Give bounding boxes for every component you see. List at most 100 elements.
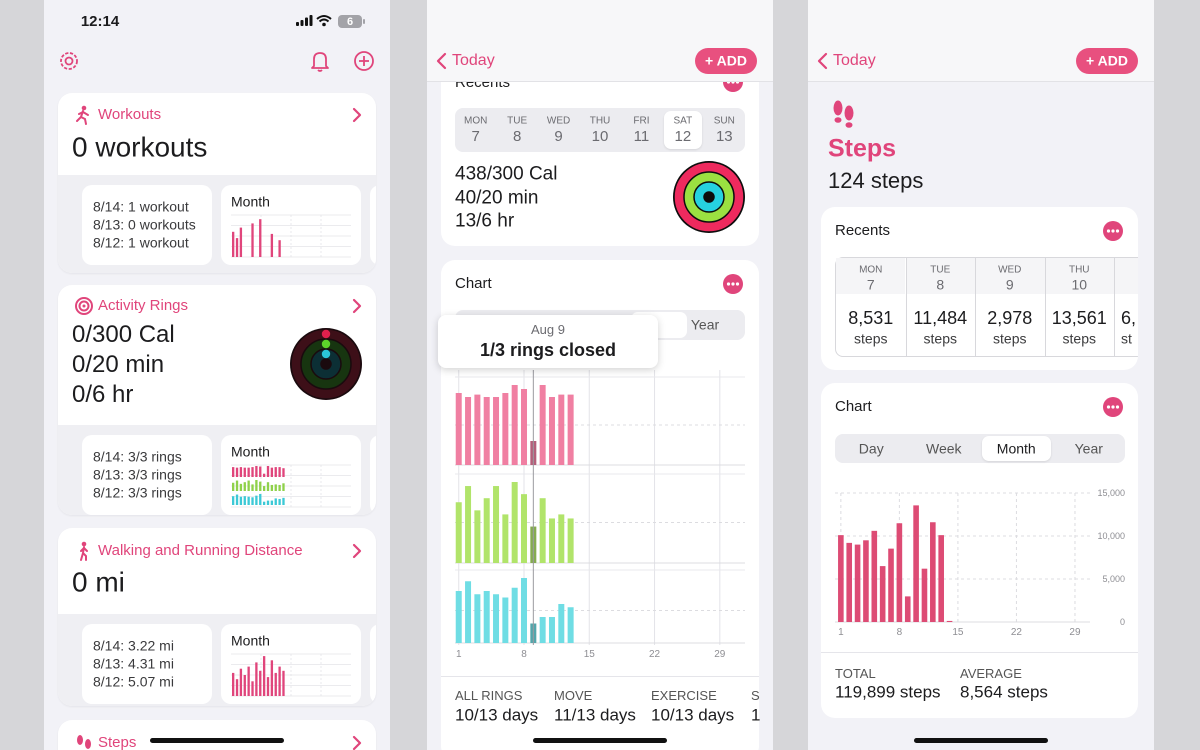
add-label[interactable]: + ADD xyxy=(705,52,747,69)
column-divider xyxy=(1114,258,1115,356)
mini-bar xyxy=(259,466,262,477)
mini-bar xyxy=(266,500,270,505)
day-steps: 2,978 xyxy=(987,308,1033,329)
back-link[interactable]: Today xyxy=(452,52,495,70)
battery-tip xyxy=(363,19,365,24)
segment[interactable]: Day xyxy=(858,440,884,457)
day-name[interactable]: WED xyxy=(546,115,571,127)
mini-bar xyxy=(278,240,281,257)
column-header xyxy=(836,258,905,294)
summary-card[interactable]: Steps xyxy=(58,720,376,750)
mini-bar xyxy=(278,484,281,491)
bar xyxy=(921,568,928,622)
mini-bar xyxy=(259,494,262,505)
segment[interactable]: Month xyxy=(996,440,1036,457)
card-value: 0 mi xyxy=(72,566,125,598)
chevron xyxy=(352,543,362,559)
x-tick-label: 15 xyxy=(952,627,964,638)
day-date[interactable]: 13 xyxy=(715,127,733,145)
day-name[interactable]: FRI xyxy=(633,115,650,127)
card-icon-part xyxy=(76,110,89,125)
month-title: Month xyxy=(231,443,270,460)
more-button-part xyxy=(735,282,740,286)
stat-value: 1 xyxy=(751,705,761,725)
mini-bar xyxy=(251,497,254,505)
day-date[interactable]: 11 xyxy=(633,127,650,145)
ring-bg xyxy=(673,161,745,233)
divider xyxy=(821,652,1138,653)
mini-bar xyxy=(282,670,285,696)
bar xyxy=(863,540,869,622)
day-date[interactable]: 10 xyxy=(591,127,609,145)
more-button-part xyxy=(1111,405,1115,409)
day-name[interactable]: SUN xyxy=(713,115,735,127)
status-icons-part xyxy=(309,15,313,26)
tooltip-text: 1/3 rings closed xyxy=(479,340,617,361)
settings-icon-part xyxy=(60,52,78,70)
day-name[interactable]: SAT xyxy=(673,115,693,127)
mini-bar xyxy=(243,675,246,696)
mini-bar xyxy=(243,496,246,505)
selected-segment[interactable] xyxy=(982,436,1051,461)
add-label[interactable]: + ADD xyxy=(1086,52,1128,69)
mini-bar xyxy=(259,481,262,491)
card-title: Activity Rings xyxy=(98,296,189,314)
day-date[interactable]: 7 xyxy=(471,127,480,145)
add-button[interactable] xyxy=(1076,48,1138,74)
more-button-part xyxy=(726,282,731,286)
day-name[interactable]: MON xyxy=(464,115,488,127)
segment[interactable]: Week xyxy=(925,440,962,457)
day-name[interactable]: TUE xyxy=(507,115,528,127)
more-button-part xyxy=(1115,229,1120,233)
summary-card[interactable]: Activity Rings 0/300 Cal 0/20 min 0/6 hr 8/1… xyxy=(58,285,376,515)
mini-bar xyxy=(282,483,285,491)
day-steps: 8,531 xyxy=(848,308,894,329)
segment[interactable]: Year xyxy=(1074,440,1103,457)
next-card xyxy=(370,624,376,704)
back-link[interactable]: Today xyxy=(833,52,876,70)
day-date[interactable]: 9 xyxy=(554,127,563,145)
day-name[interactable]: THU xyxy=(589,115,611,127)
segment[interactable]: Year xyxy=(690,316,720,333)
chevron-part xyxy=(352,735,362,750)
steps-icon-part xyxy=(833,100,843,116)
stat-label: S xyxy=(751,687,760,703)
back-chevron-part xyxy=(436,52,447,70)
settings-icon[interactable] xyxy=(59,51,79,71)
card-icon xyxy=(80,541,88,561)
x-tick-label: 15 xyxy=(584,649,596,660)
add-button[interactable] xyxy=(695,48,757,74)
back-chevron xyxy=(817,52,828,70)
nav-content: Today + ADD xyxy=(808,0,1154,81)
mini-bar xyxy=(243,467,246,477)
x-tick-label: 8 xyxy=(521,649,527,660)
ring-dot xyxy=(321,339,331,349)
notifications-icon-part xyxy=(311,52,329,69)
mini-bar xyxy=(262,501,266,505)
month-title: Month xyxy=(231,632,270,649)
ring-bar xyxy=(511,385,518,465)
column-divider xyxy=(1044,258,1046,356)
ring-bar xyxy=(511,587,518,643)
card-icon-part xyxy=(80,546,88,561)
y-tick-label: 5,000 xyxy=(1102,574,1125,584)
add-icon[interactable] xyxy=(354,51,374,71)
summary-card[interactable]: Walking and Running Distance 0 mi 8/14: 3.… xyxy=(58,528,376,706)
day-date[interactable]: 8 xyxy=(512,127,522,145)
ring-bar xyxy=(465,397,472,465)
selected-day[interactable] xyxy=(664,111,702,149)
mini-bar xyxy=(262,656,266,696)
add-icon-part xyxy=(354,51,374,71)
ring-bar xyxy=(483,397,490,465)
mini-bar xyxy=(243,482,246,491)
home-indicator xyxy=(533,738,667,743)
x-tick-label: 22 xyxy=(649,649,661,660)
chevron-part xyxy=(352,107,362,123)
notifications-icon[interactable] xyxy=(310,50,330,72)
history-line: 8/12: 3/3 rings xyxy=(93,484,182,501)
summary-card[interactable]: Workouts 0 workouts 8/14: 1 workout 8/13: 0… xyxy=(58,93,376,273)
card-icon xyxy=(76,105,89,125)
column-header xyxy=(1045,258,1114,294)
day-date[interactable]: 12 xyxy=(674,127,692,145)
mini-bar xyxy=(259,670,262,696)
